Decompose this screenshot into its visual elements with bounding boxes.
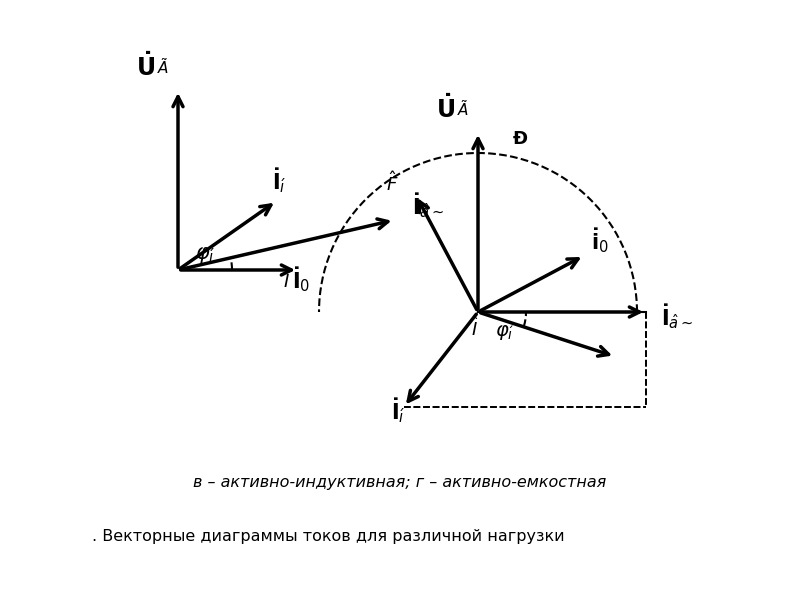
Text: в – активно-индуктивная; г – активно-емкостная: в – активно-индуктивная; г – активно-емк…: [194, 475, 606, 491]
Text: $\mathbf{\dot{I}}_{\hat{a}\sim}$: $\mathbf{\dot{I}}_{\hat{a}\sim}$: [661, 302, 694, 331]
Text: $\hat{F}$: $\hat{F}$: [386, 171, 398, 194]
Text: . Векторные диаграммы токов для различной нагрузки: . Векторные диаграммы токов для различно…: [92, 529, 564, 545]
Text: $\mathbf{\dot{I}}_0$: $\mathbf{\dot{I}}_0$: [292, 265, 310, 293]
Text: $\mathbf{\dot{i}}_0$: $\mathbf{\dot{i}}_0$: [591, 226, 609, 255]
Text: Đ: Đ: [513, 130, 527, 148]
Text: $\varphi_{\acute{\imath}}$: $\varphi_{\acute{\imath}}$: [494, 323, 514, 342]
Text: $\mathbf{\dot{U}}$: $\mathbf{\dot{U}}$: [135, 53, 154, 81]
Text: $\tilde{A}$: $\tilde{A}$: [157, 57, 169, 77]
Text: $\mathbf{\dot{I}}_{\acute{\imath}}$: $\mathbf{\dot{I}}_{\acute{\imath}}$: [391, 397, 406, 425]
Text: $\tilde{A}$: $\tilde{A}$: [457, 99, 469, 119]
Text: $\varphi_{\acute{\imath}}$: $\varphi_{\acute{\imath}}$: [195, 245, 215, 265]
Text: $\mathbf{\dot{U}}$: $\mathbf{\dot{U}}$: [435, 95, 454, 123]
Text: $\dot{I}$: $\dot{I}$: [282, 269, 290, 292]
Text: $\mathbf{\dot{I}}_{\hat{a}\sim}$: $\mathbf{\dot{I}}_{\hat{a}\sim}$: [412, 191, 445, 220]
Text: $\hat{I}$: $\hat{I}$: [471, 316, 479, 340]
Text: $\mathbf{\dot{I}}_{\acute{\imath}}$: $\mathbf{\dot{I}}_{\acute{\imath}}$: [272, 166, 286, 195]
